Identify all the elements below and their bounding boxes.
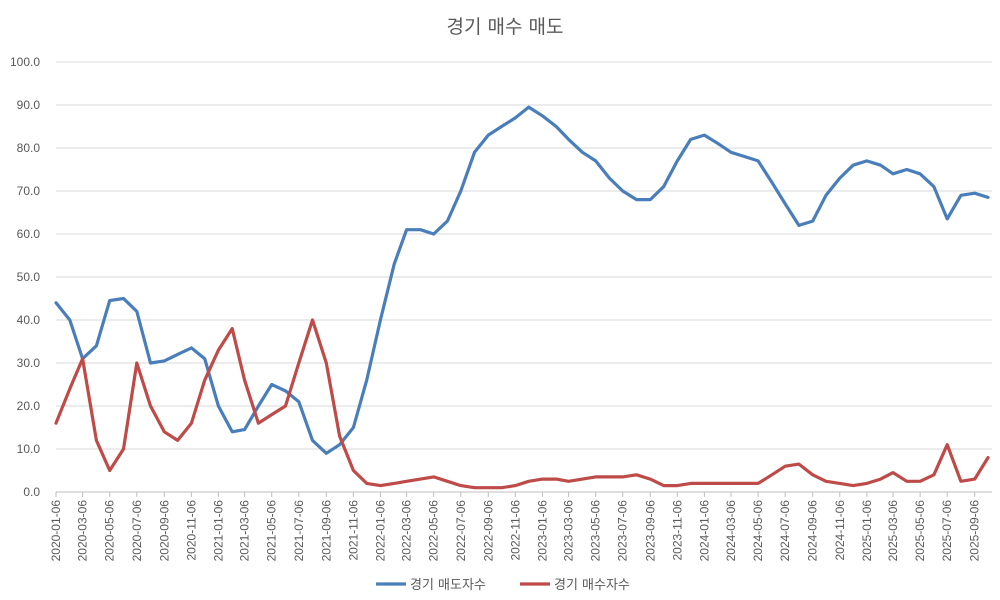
y-tick-label: 10.0 (17, 442, 41, 456)
x-tick-label: 2020-01-06 (49, 500, 63, 562)
y-axis: 0.0 10.0 20.0 30.0 40.0 50.0 60.0 70.0 80.0 90.0 1… (10, 55, 40, 499)
x-tick-label: 2022-03-06 (400, 500, 414, 562)
series-line-1 (54, 105, 990, 455)
x-tick-label: 2024-03-06 (724, 500, 738, 562)
x-tick-label: 2020-11-06 (184, 500, 198, 561)
y-tick-label: 60.0 (17, 227, 41, 241)
x-tick-label: 2024-11-06 (833, 500, 847, 561)
x-tick-label: 2024-07-06 (778, 500, 792, 562)
y-tick-label: 20.0 (17, 399, 41, 413)
y-tick-label: 0.0 (23, 485, 40, 499)
x-axis: 2020-01-06 2020-03-06 2020-05-06 2020-07-06… (49, 491, 992, 562)
x-tick-label: 2022-01-06 (373, 500, 387, 562)
x-tick-label: 2023-07-06 (616, 500, 630, 562)
x-tick-label: 2023-03-06 (562, 500, 576, 562)
y-tick-label: 50.0 (17, 270, 41, 284)
series-line-2 (54, 318, 990, 490)
legend-label-1: 경기 매도자수 (410, 578, 486, 593)
x-tick-label: 2022-05-06 (427, 500, 441, 562)
y-tick-label: 100.0 (10, 55, 40, 69)
y-tick-label: 80.0 (17, 141, 41, 155)
x-tick-label: 2024-01-06 (697, 500, 711, 562)
legend: 경기 매도자수 경기 매수자수 (376, 578, 630, 593)
x-tick-label: 2025-09-06 (968, 500, 982, 562)
x-tick-label: 2023-01-06 (535, 500, 549, 562)
y-tick-label: 40.0 (17, 313, 41, 327)
y-tick-label: 90.0 (17, 98, 41, 112)
x-tick-label: 2025-07-06 (940, 500, 954, 562)
x-tick-label: 2021-07-06 (292, 500, 306, 562)
gridlines (56, 61, 992, 450)
x-tick-label: 2024-05-06 (751, 500, 765, 562)
x-tick-label: 2021-03-06 (238, 500, 252, 562)
x-tick-label: 2023-09-06 (643, 500, 657, 562)
series-lines (54, 105, 990, 490)
x-tick-label: 2024-09-06 (806, 500, 820, 562)
x-tick-label: 2020-03-06 (76, 500, 90, 562)
x-tick-label: 2023-05-06 (589, 500, 603, 562)
x-tick-label: 2022-07-06 (454, 500, 468, 562)
x-tick-label: 2022-11-06 (508, 500, 522, 561)
legend-label-2: 경기 매수자수 (554, 578, 630, 593)
chart-title: 경기 매수 매도 (447, 16, 564, 38)
x-tick-label: 2025-03-06 (886, 500, 900, 562)
x-tick-label: 2020-07-06 (130, 500, 144, 562)
y-tick-label: 30.0 (17, 356, 41, 370)
x-tick-label: 2025-01-06 (860, 500, 874, 562)
x-tick-label: 2022-09-06 (481, 500, 495, 562)
x-tick-label: 2021-05-06 (265, 500, 279, 562)
x-tick-label: 2021-09-06 (319, 500, 333, 562)
x-tick-label: 2021-01-06 (211, 500, 225, 562)
y-tick-label: 70.0 (17, 184, 41, 198)
x-tick-label: 2021-11-06 (346, 500, 360, 561)
x-tick-label: 2023-11-06 (670, 500, 684, 561)
x-tick-label: 2020-09-06 (157, 500, 171, 562)
x-tick-label: 2020-05-06 (103, 500, 117, 562)
x-tick-label: 2025-05-06 (913, 500, 927, 562)
